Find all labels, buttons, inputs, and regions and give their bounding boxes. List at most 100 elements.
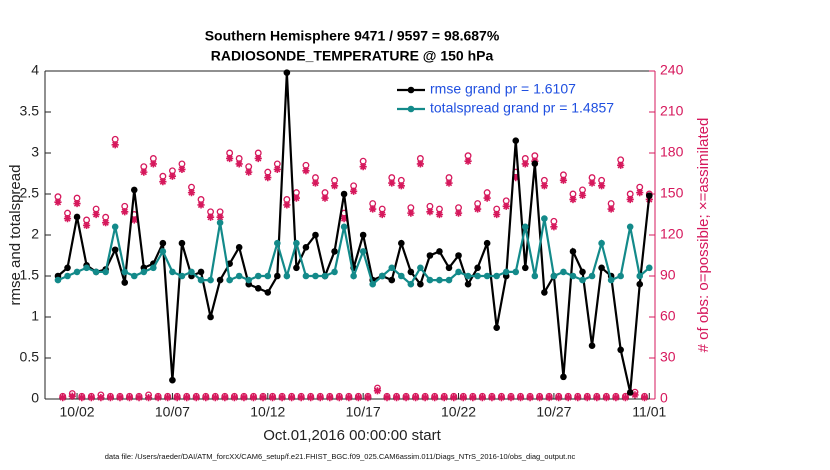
series-point bbox=[159, 239, 167, 247]
series-point bbox=[130, 272, 138, 280]
series-point bbox=[502, 268, 510, 276]
assimilated-marker bbox=[178, 165, 186, 173]
series-point bbox=[388, 276, 396, 284]
series-point bbox=[226, 276, 233, 284]
assimilated-marker bbox=[192, 394, 200, 402]
series-point bbox=[216, 219, 224, 226]
assimilated-marker bbox=[636, 189, 644, 197]
assimilated-marker bbox=[588, 179, 596, 187]
series-point bbox=[445, 264, 453, 272]
series-point bbox=[102, 268, 109, 276]
assimilated-marker bbox=[536, 394, 544, 402]
assimilated-marker bbox=[288, 394, 296, 402]
assimilated-marker bbox=[421, 394, 429, 402]
assimilated-marker bbox=[59, 394, 67, 402]
legend-marker bbox=[407, 105, 415, 113]
series-point bbox=[178, 272, 186, 280]
series-point bbox=[283, 272, 291, 280]
series-point bbox=[483, 272, 491, 280]
legend-entry: rmse grand pr = 1.6107 bbox=[397, 81, 576, 97]
assimilated-marker bbox=[631, 391, 639, 399]
assimilated-marker bbox=[502, 202, 510, 210]
assimilated-marker bbox=[545, 394, 553, 402]
legend-marker bbox=[407, 86, 415, 94]
series-point bbox=[636, 280, 644, 288]
assimilated-marker bbox=[612, 394, 620, 402]
assimilated-marker bbox=[168, 172, 177, 180]
series-point bbox=[426, 276, 434, 284]
series-point bbox=[588, 342, 596, 350]
assimilated-marker bbox=[626, 195, 634, 204]
assimilated-marker bbox=[125, 394, 134, 402]
series-point bbox=[617, 272, 624, 280]
x-tick-label: 10/12 bbox=[250, 404, 285, 420]
series-point bbox=[293, 239, 300, 247]
series-point bbox=[512, 137, 520, 144]
assimilated-marker bbox=[106, 394, 115, 402]
series-point bbox=[626, 389, 634, 396]
assimilated-marker bbox=[512, 174, 520, 182]
assimilated-marker bbox=[292, 194, 301, 202]
series-point bbox=[216, 276, 224, 284]
x-tick-label: 10/02 bbox=[60, 404, 95, 420]
series-point bbox=[178, 239, 186, 247]
series-point bbox=[140, 268, 148, 276]
series-point bbox=[464, 280, 472, 288]
assimilated-marker bbox=[273, 165, 281, 173]
series-point bbox=[493, 272, 500, 280]
y-tick-label: 1 bbox=[31, 308, 39, 324]
series-point bbox=[579, 268, 586, 276]
series-point bbox=[264, 289, 272, 296]
assimilated-marker bbox=[450, 394, 458, 402]
assimilated-marker bbox=[226, 154, 234, 163]
series-point bbox=[626, 223, 634, 231]
assimilated-marker bbox=[569, 195, 577, 204]
assimilated-marker bbox=[121, 208, 129, 216]
assimilated-marker bbox=[559, 176, 568, 184]
assimilated-marker bbox=[574, 394, 582, 402]
assimilated-marker bbox=[388, 179, 396, 187]
assimilated-marker bbox=[340, 215, 348, 223]
series-point bbox=[121, 279, 129, 286]
assimilated-marker bbox=[87, 394, 95, 402]
assimilated-marker bbox=[302, 167, 310, 175]
series-point bbox=[436, 276, 443, 284]
series-point bbox=[188, 268, 195, 276]
assimilated-marker bbox=[617, 161, 625, 169]
series-point bbox=[54, 276, 62, 284]
series-point bbox=[560, 373, 567, 381]
series-point bbox=[321, 272, 329, 280]
assimilated-marker bbox=[354, 394, 362, 402]
series-point bbox=[445, 276, 453, 284]
series-point bbox=[417, 280, 424, 288]
assimilated-marker bbox=[607, 205, 615, 213]
series-point bbox=[407, 280, 415, 288]
x-tick-label: 10/17 bbox=[346, 404, 381, 420]
assimilated-marker bbox=[378, 210, 386, 219]
assimilated-marker bbox=[469, 394, 477, 402]
series-point bbox=[407, 268, 415, 276]
series-point bbox=[560, 268, 567, 276]
assimilated-marker bbox=[164, 394, 172, 402]
series-point bbox=[474, 272, 481, 280]
series-point bbox=[293, 264, 300, 272]
assimilated-marker bbox=[268, 394, 277, 402]
series-point bbox=[569, 248, 577, 255]
assimilated-marker bbox=[92, 210, 100, 219]
series-point bbox=[159, 248, 167, 255]
assimilated-marker bbox=[521, 160, 529, 168]
assimilated-marker bbox=[154, 394, 162, 402]
y2-tick-label: 210 bbox=[660, 103, 684, 119]
assimilated-marker bbox=[316, 394, 324, 402]
y2-tick-label: 90 bbox=[660, 267, 676, 283]
y-tick-label: 2.5 bbox=[20, 185, 40, 201]
assimilated-marker bbox=[283, 201, 291, 209]
series-point bbox=[474, 264, 481, 272]
assimilated-marker bbox=[54, 198, 62, 206]
series-point bbox=[111, 246, 119, 254]
series-point bbox=[73, 268, 81, 276]
assimilated-marker bbox=[259, 394, 267, 402]
series-point bbox=[264, 272, 272, 280]
